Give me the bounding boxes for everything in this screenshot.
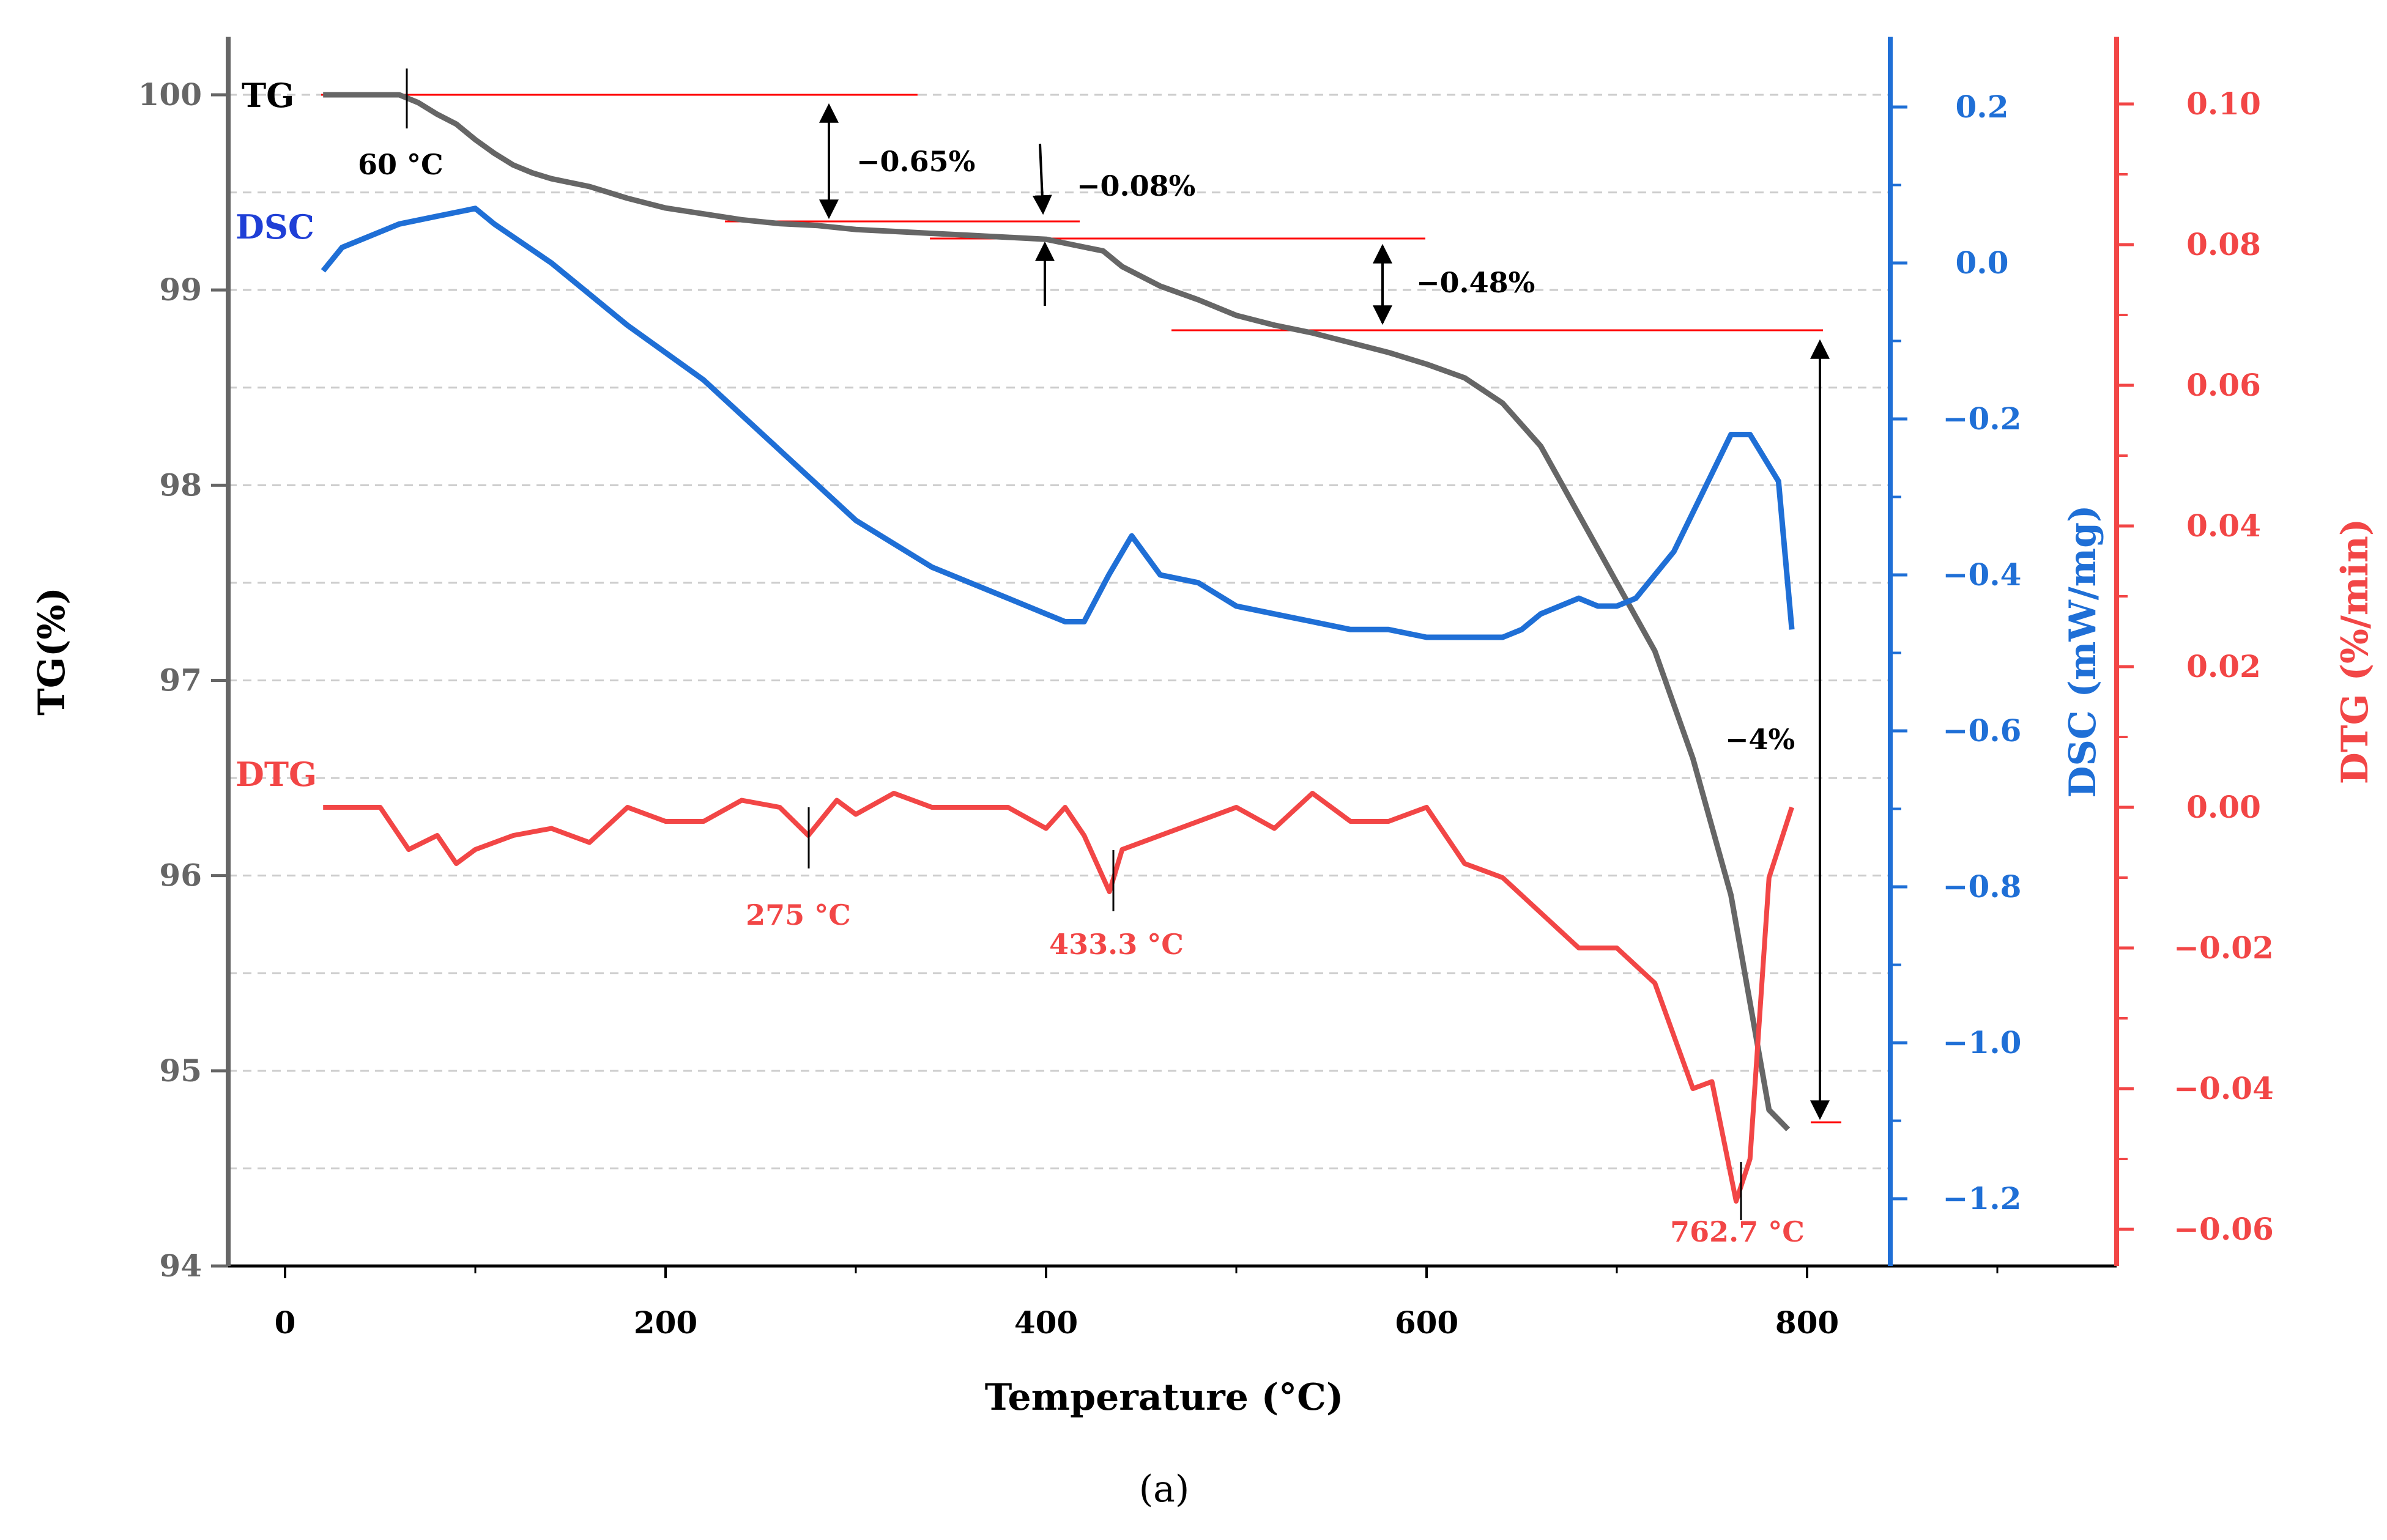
series-line-tg [323,92,1791,1131]
grid-lines [228,94,1890,1267]
dtg-tick-label-2: −0.02 [2174,930,2274,966]
dsc-tick-label-3: −0.6 [1943,713,2022,749]
label-tg: TG [242,76,294,115]
annotation-275c: 275 °C [746,898,851,931]
tg-tick-label-98: 98 [159,467,202,503]
annotation-step-065: −0.65% [856,145,975,178]
peak-markers [406,68,1742,1220]
x-axis-ticks: 0 200 400 600 800 [275,1266,1999,1341]
dtg-tick-label-1: −0.04 [2174,1070,2274,1106]
dsc-axis-ticks: −1.2 −1.0 −0.8 −0.6 −0.4 −0.2 0.0 0.2 [1890,89,2021,1216]
annotation-60c: 60 °C [358,148,444,181]
arrow-step-2-top [1032,143,1052,215]
x-axis-title: Temperature (°C) [985,1376,1344,1419]
dsc-tick-label-5: −0.2 [1943,401,2022,437]
x-tick-label-400: 400 [1014,1305,1078,1341]
dsc-tick-label-1: −1.0 [1943,1024,2022,1061]
dsc-tick-label-7: 0.2 [1956,89,2009,125]
tg-tick-label-97: 97 [159,662,202,698]
x-tick-label-600: 600 [1395,1305,1458,1341]
dtg-tick-label-6: 0.06 [2186,367,2261,403]
label-dtg: DTG [236,755,317,794]
tg-tick-label-100: 100 [138,76,202,113]
annotation-step-048: −0.48% [1416,266,1535,299]
series-line-dsc [321,205,1795,640]
dtg-tick-label-5: 0.04 [2186,508,2261,544]
annotation-step-4: −4% [1725,723,1795,756]
x-tick-label-200: 200 [634,1305,697,1341]
tg-tick-label-99: 99 [159,272,202,308]
dtg-axis-ticks: −0.06 −0.04 −0.02 0.00 0.02 0.04 0.06 0.08 0.10 [2117,86,2274,1247]
tg-axis-title: TG(%) [31,587,73,716]
tg-tick-label-94: 94 [159,1248,202,1284]
tg-tick-label-95: 95 [159,1053,202,1089]
tg-tick-label-96: 96 [159,857,202,894]
dtg-tick-label-4: 0.02 [2186,648,2261,684]
dtg-tick-label-3: 0.00 [2186,789,2261,825]
tg-axis-ticks: 94 95 96 97 98 99 100 [138,76,228,1284]
dsc-tick-label-0: −1.2 [1943,1180,2022,1216]
dtg-axis-title: DTG (%/min) [2334,519,2377,784]
dsc-axis-title: DSC (mW/mg) [2062,505,2104,798]
x-tick-label-800: 800 [1775,1305,1839,1341]
label-dsc: DSC [236,207,314,246]
step-arrows [819,103,1830,1120]
dsc-tick-label-6: 0.0 [1956,245,2009,281]
dtg-tick-label-8: 0.10 [2186,86,2261,122]
x-tick-label-0: 0 [275,1305,296,1341]
annotation-433c: 433.3 °C [1049,928,1184,961]
figure-caption: (a) [1139,1468,1190,1511]
dtg-tick-label-0: −0.06 [2174,1211,2274,1247]
dtg-tick-label-7: 0.08 [2186,226,2261,262]
series-line-dtg [323,791,1794,1204]
dsc-tick-label-4: −0.4 [1943,557,2022,593]
dsc-tick-label-2: −0.8 [1943,868,2022,905]
axes-frame [226,37,2119,1268]
annotation-762c: 762.7 °C [1670,1215,1805,1248]
annotation-step-008: −0.08% [1077,169,1195,202]
